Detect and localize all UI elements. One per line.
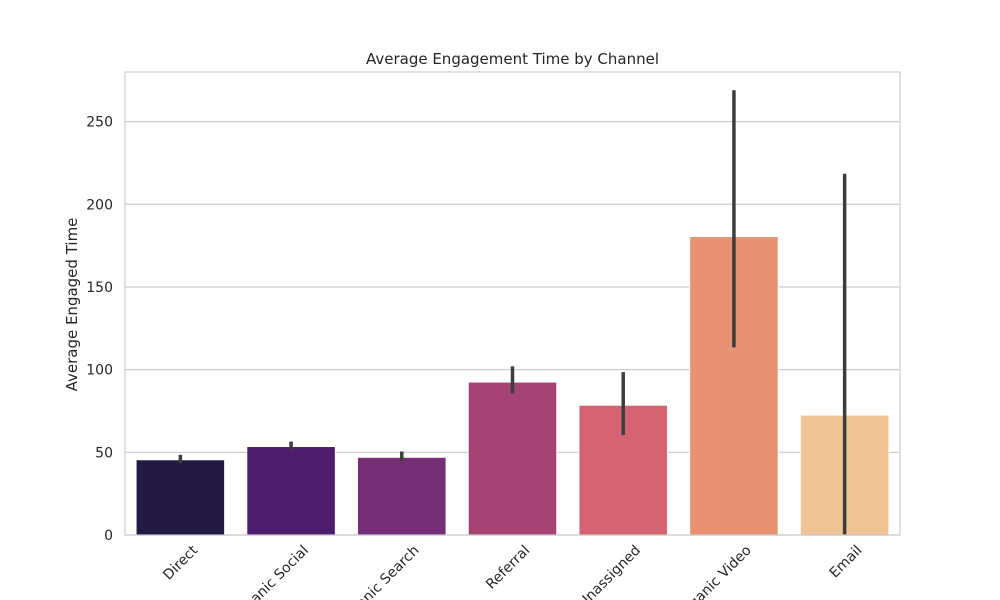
- x-tick-labels: Direct Organic Social Organic Search Referr…: [160, 542, 865, 600]
- x-tick-label: Direct: [160, 542, 201, 583]
- y-axis-label: Average Engaged Time: [63, 218, 81, 392]
- bar-organic-social: [246, 446, 336, 536]
- y-tick-label: 150: [86, 280, 113, 296]
- bar-direct: [135, 459, 226, 536]
- x-tick-label: Unassigned: [575, 543, 644, 600]
- bar-referral: [467, 381, 558, 536]
- plot-frame: [124, 71, 901, 536]
- x-tick-label: Organic Search: [336, 543, 423, 600]
- x-tick-label: Organic Social: [230, 543, 312, 600]
- y-tick-label: 50: [95, 445, 113, 461]
- x-tick-label: Organic Video: [674, 543, 755, 600]
- error-bars: [178, 90, 847, 535]
- chart-title: Average Engagement Time by Channel: [366, 50, 659, 68]
- y-tick-label: 0: [104, 528, 113, 544]
- bar-organic-search: [357, 456, 447, 536]
- x-tick-label: Referral: [483, 543, 533, 593]
- y-tick-labels: 0 50 100 150 200 250: [86, 115, 113, 544]
- y-tick-label: 100: [86, 363, 113, 379]
- x-tick-label: Email: [827, 543, 866, 582]
- y-tick-label: 200: [86, 197, 113, 213]
- y-tick-label: 250: [86, 115, 113, 131]
